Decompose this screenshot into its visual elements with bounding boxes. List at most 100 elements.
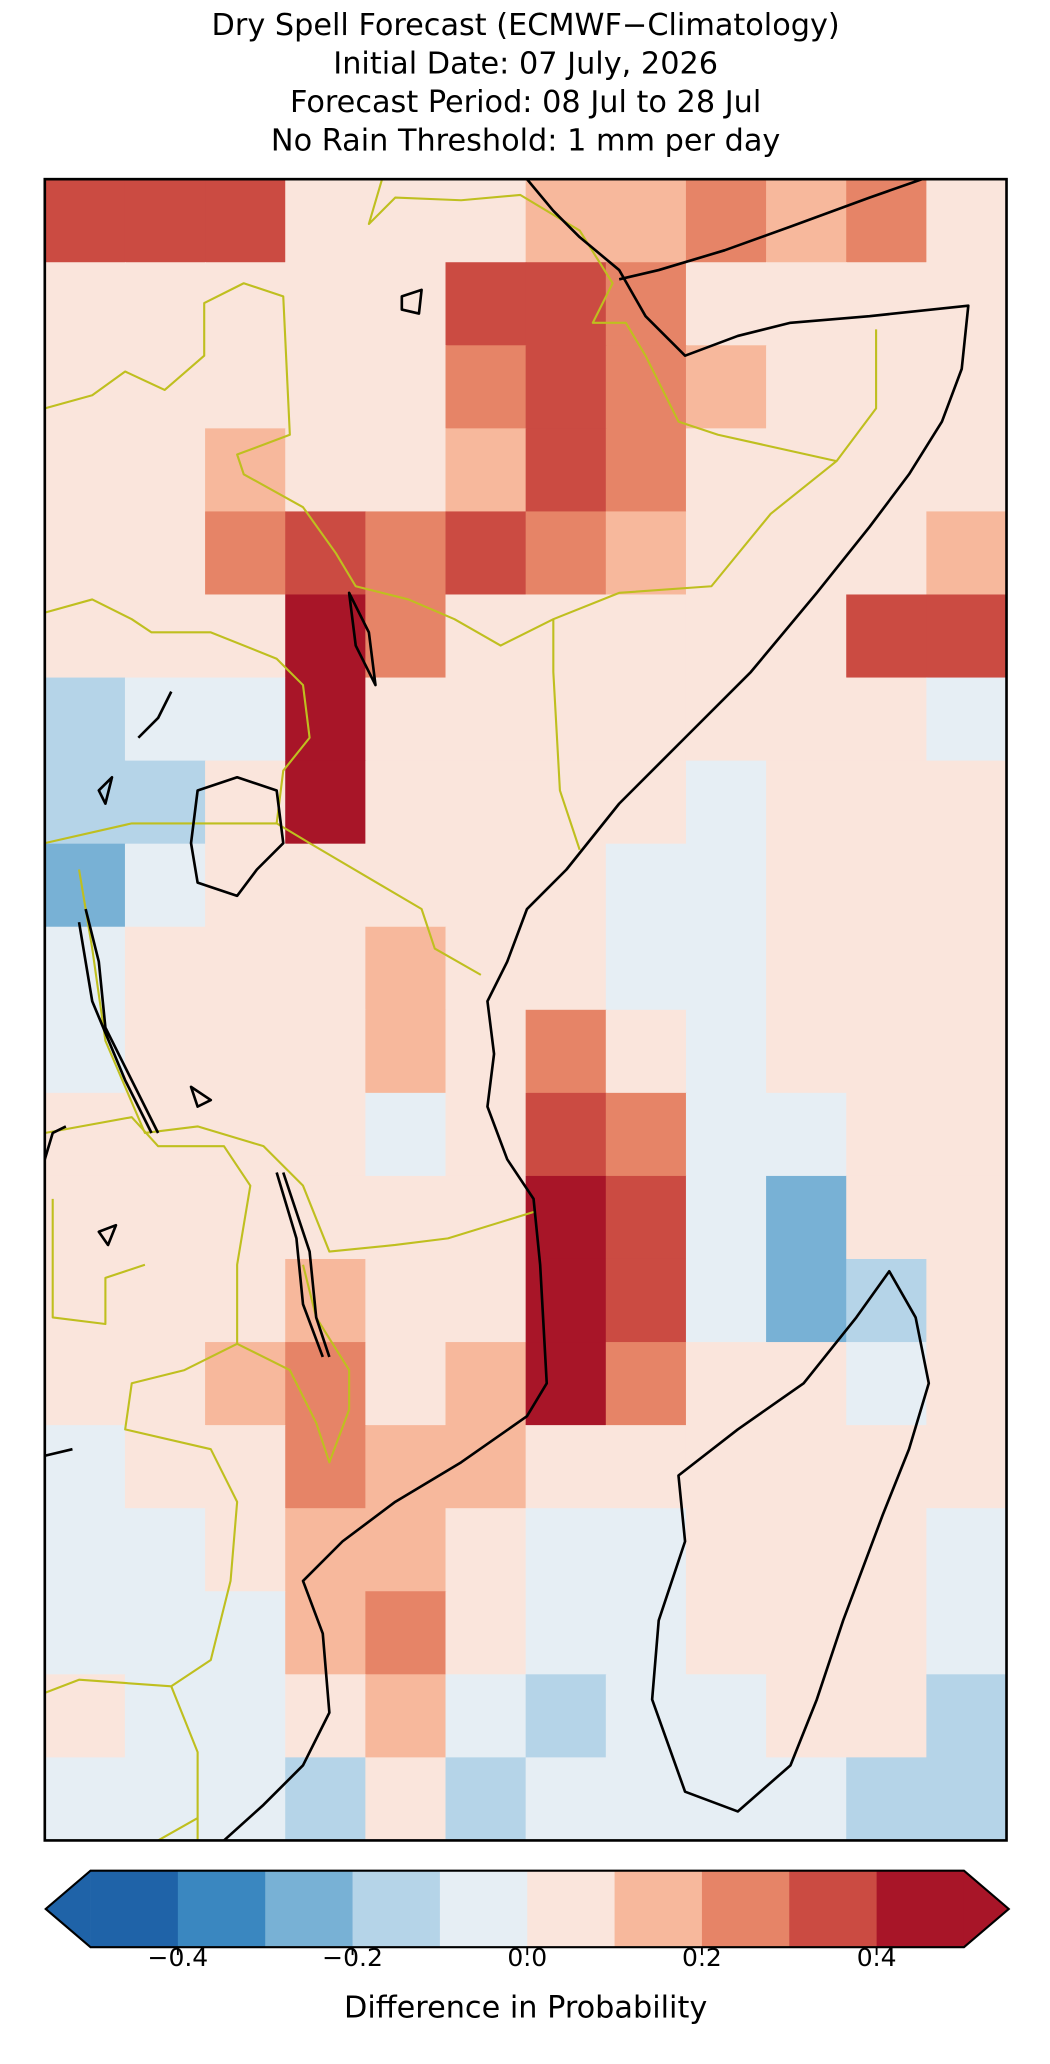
map-cell (205, 760, 287, 845)
map-cell (525, 1009, 607, 1094)
map-cell (926, 262, 1007, 347)
colorbar-segment (876, 1870, 965, 1948)
map-cell (44, 345, 126, 430)
map-cell (44, 843, 126, 928)
map-cell (525, 1092, 607, 1177)
map-cell (285, 1425, 367, 1509)
map-cell (685, 345, 767, 430)
map-cell (445, 1591, 527, 1676)
map-cell (605, 926, 687, 1011)
lake-shore (189, 775, 285, 898)
country-border (44, 822, 277, 845)
map-cell (685, 1508, 767, 1593)
map-cell (44, 179, 126, 264)
title-line: Dry Spell Forecast (ECMWF−Climatology) (212, 8, 840, 43)
map-cell (766, 1009, 848, 1094)
map-cell (685, 1009, 767, 1094)
map-cell (846, 1425, 928, 1509)
map-cell (926, 1175, 1007, 1260)
map-cell (365, 926, 447, 1011)
map-cell (365, 345, 447, 430)
map-cell (685, 1674, 767, 1759)
map-cell (44, 1425, 126, 1509)
map-cell (605, 1092, 687, 1177)
colorbar-label: Difference in Probability (344, 1991, 707, 2026)
map-cell (365, 428, 447, 513)
map-cell (205, 262, 287, 347)
map-cell (205, 511, 287, 596)
map-cell (285, 428, 367, 513)
map-cell (124, 1175, 206, 1260)
map-cell (44, 262, 126, 347)
map-cell (124, 262, 206, 347)
map-cell (365, 1342, 447, 1426)
coastline (223, 179, 970, 1841)
map-cell (365, 262, 447, 347)
map-cell (846, 511, 928, 596)
map-cell (605, 843, 687, 928)
map-cell (926, 926, 1007, 1011)
map-cell (926, 345, 1007, 430)
map-cell (205, 1425, 287, 1509)
map-cell (846, 179, 928, 264)
map-cell (846, 1258, 928, 1343)
map-cell (926, 179, 1007, 264)
map-cell (685, 1175, 767, 1260)
map-cell (605, 179, 687, 264)
map-cell (205, 345, 287, 430)
country-border (367, 179, 837, 463)
map-cell (44, 594, 126, 679)
country-border (44, 1116, 252, 1694)
map-cell (685, 1591, 767, 1676)
title-block: Dry Spell Forecast (ECMWF−Climatology)In… (212, 8, 840, 159)
map-cell (445, 843, 527, 928)
map-cell (124, 594, 206, 679)
map-cell (846, 262, 928, 347)
map-cell (124, 179, 206, 264)
map-cell (285, 1674, 367, 1759)
map-cell (445, 1508, 527, 1593)
map-cell (926, 428, 1007, 513)
map-cell (285, 1009, 367, 1094)
country-border (236, 1264, 351, 1464)
map-cell (205, 594, 287, 679)
map-cells (44, 179, 1007, 1841)
map-cell (205, 1757, 287, 1841)
map-cell (766, 1258, 848, 1343)
map-cell (766, 511, 848, 596)
map-cell (846, 1092, 928, 1177)
map-cell (525, 262, 607, 347)
map-cell (766, 1092, 848, 1177)
title-line: No Rain Threshold: 1 mm per day (271, 124, 780, 159)
colorbar-extend-low (45, 1870, 91, 1948)
map-cell (525, 1425, 607, 1509)
colorbar-segment (177, 1870, 266, 1948)
map-cell (766, 262, 848, 347)
map-cell (525, 428, 607, 513)
colorbar-segment (352, 1870, 441, 1948)
map-cell (766, 1175, 848, 1260)
map-cell (605, 677, 687, 762)
map-cell (846, 1674, 928, 1759)
map-cell (846, 677, 928, 762)
map-cell (685, 511, 767, 596)
map-cell (285, 594, 367, 679)
map-cell (445, 345, 527, 430)
map-cell (124, 1009, 206, 1094)
map-cell (846, 1342, 928, 1426)
map-cell (205, 1092, 287, 1177)
map-cell (525, 345, 607, 430)
map-cell (525, 677, 607, 762)
map-cell (445, 760, 527, 845)
map-cell (605, 1175, 687, 1260)
map-cell (926, 760, 1007, 845)
map-cell (605, 1425, 687, 1509)
coastline (650, 1269, 931, 1813)
colorbar-extend-high (963, 1870, 1009, 1948)
map-cell (926, 1258, 1007, 1343)
map-cell (44, 428, 126, 513)
map-cell (285, 1342, 367, 1426)
map-cell (124, 345, 206, 430)
map-cell (605, 594, 687, 679)
